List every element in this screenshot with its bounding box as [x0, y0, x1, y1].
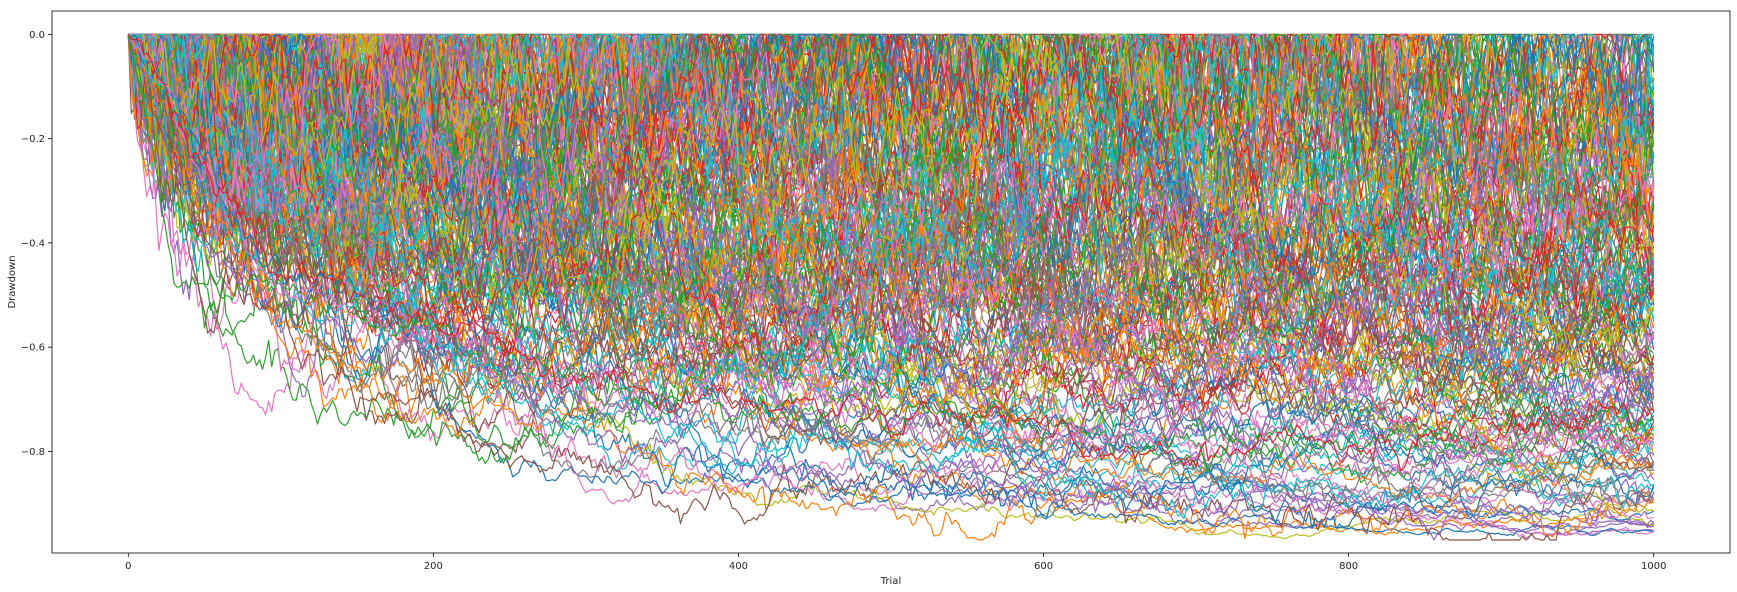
drawdown-series-line — [128, 33, 1655, 301]
plot-frame — [51, 10, 1731, 554]
x-tick-label: 400 — [729, 561, 748, 572]
drawdown-series-line — [127, 33, 1654, 387]
drawdown-series-line — [128, 33, 1655, 464]
drawdown-series-line — [127, 34, 1655, 468]
drawdown-series-line — [127, 33, 1655, 271]
drawdown-series-line — [127, 34, 1654, 541]
drawdown-series-line — [128, 33, 1655, 420]
drawdown-series-line — [127, 34, 1655, 541]
drawdown-series-line — [127, 34, 1655, 508]
y-tick-label: 0.0 — [29, 30, 45, 41]
drawdown-series-line — [128, 33, 1655, 481]
x-axis: 0 200 400 600 800 1000 — [125, 553, 1666, 572]
drawdown-series-line — [128, 33, 1655, 317]
drawdown-series-line — [127, 33, 1655, 295]
drawdown-series-line — [128, 33, 1655, 417]
x-tick-label: 600 — [1034, 561, 1053, 572]
drawdown-series-line — [127, 34, 1654, 472]
drawdown-series-line — [128, 33, 1655, 441]
drawdown-series-line — [127, 33, 1655, 412]
x-axis-label: Trial — [880, 576, 901, 587]
y-axis-label: Drawdown — [7, 255, 18, 308]
drawdown-series-line — [127, 33, 1654, 379]
y-tick-label: −0.2 — [21, 134, 45, 145]
drawdown-series-line — [127, 34, 1655, 541]
drawdown-series-line — [128, 33, 1654, 398]
x-tick-label: 200 — [424, 561, 443, 572]
drawdown-series-line — [128, 33, 1654, 539]
drawdown-series-line — [127, 33, 1654, 513]
drawdown-series-line — [128, 33, 1655, 406]
drawdown-series-line — [128, 33, 1655, 377]
drawdown-series-line — [128, 33, 1654, 519]
drawdown-series-line — [127, 33, 1655, 536]
drawdown-series-line — [128, 33, 1654, 537]
y-axis: 0.0 −0.2 −0.4 −0.6 −0.8 — [21, 30, 52, 458]
x-tick-label: 0 — [125, 561, 131, 572]
drawdown-series-line — [128, 33, 1655, 351]
drawdown-series-line — [128, 33, 1654, 452]
series-layer — [127, 33, 1655, 541]
y-tick-label: −0.4 — [21, 238, 45, 249]
y-tick-label: −0.6 — [21, 343, 45, 354]
drawdown-series-line — [128, 33, 1654, 504]
drawdown-series-line — [128, 33, 1655, 365]
drawdown-series-line — [127, 34, 1654, 473]
drawdown-series-line — [128, 33, 1655, 508]
drawdown-series-line — [127, 34, 1655, 519]
x-tick-label: 800 — [1339, 561, 1358, 572]
y-tick-label: −0.8 — [21, 447, 45, 458]
x-tick-label: 1000 — [1641, 561, 1666, 572]
drawdown-series-line — [127, 33, 1655, 442]
drawdown-series-line — [128, 33, 1654, 473]
